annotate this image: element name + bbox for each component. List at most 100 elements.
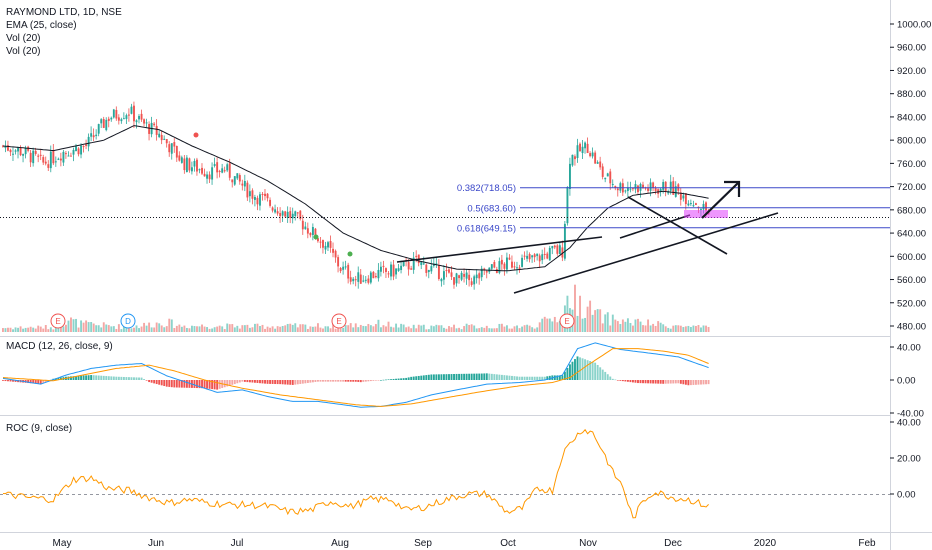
candle-body (130, 106, 133, 114)
candle-body (700, 208, 702, 210)
candle-body (684, 193, 687, 205)
macd-histogram-bar (561, 375, 564, 380)
macd-histogram-bar (102, 375, 105, 380)
macd-pane-title[interactable]: MACD (12, 26, close, 9) (6, 341, 113, 352)
volume-bar (470, 324, 473, 332)
volume-bar (347, 325, 350, 332)
macd-histogram-bar (130, 377, 133, 380)
macd-histogram-bar (2, 380, 4, 381)
macd-histogram-bar (246, 380, 249, 383)
macd-histogram-bar (695, 380, 697, 385)
volume-indicator-label-2[interactable]: Vol (20) (6, 46, 41, 57)
time-tick-label: Aug (331, 538, 349, 549)
candle-body (632, 188, 634, 190)
wedge-lower-line[interactable] (619, 214, 691, 239)
macd-histogram-bar (354, 380, 357, 382)
candle-body (437, 265, 440, 279)
volume-bar (77, 327, 80, 332)
macd-histogram-bar (256, 380, 259, 383)
volume-bar (324, 326, 327, 332)
roc-axis[interactable]: 40.00 20.00 0.00 (890, 418, 921, 501)
volume-bar (362, 325, 365, 332)
trend-drawings[interactable] (396, 180, 779, 294)
candle-body (679, 192, 682, 200)
macd-histogram-bar (465, 373, 468, 380)
volume-bar (233, 327, 236, 332)
macd-histogram-bar (536, 376, 539, 380)
macd-histogram-bar (649, 380, 652, 384)
macd-histogram-bar (163, 380, 166, 387)
macd-axis[interactable]: 40.00 0.00 -40.00 (890, 343, 924, 420)
volume-bar (397, 327, 400, 332)
volume-bar (425, 329, 428, 332)
macd-histogram-bar (251, 380, 254, 383)
price-axis[interactable]: 1000.00 960.00 920.00 880.00 840.00 800.00 760… (890, 20, 931, 333)
time-axis[interactable]: May Jun Jul Aug Sep Oct Nov Dec 2020 Feb (53, 538, 877, 549)
volume-bar (430, 325, 433, 332)
macd-histogram-bar (238, 380, 241, 383)
macd-histogram-bar (380, 380, 382, 381)
breakout-arrow[interactable] (701, 182, 739, 219)
volume-bar (52, 329, 55, 332)
macd-histogram-bar (201, 380, 203, 389)
macd-histogram-bar (105, 376, 108, 380)
macd-histogram-bar (475, 373, 478, 380)
volume-bar (531, 327, 534, 332)
symbol-title[interactable]: RAYMOND LTD, 1D, NSE (6, 7, 122, 18)
volume-bar (523, 325, 526, 332)
volume-bar (420, 325, 423, 332)
candle-body (24, 147, 27, 155)
macd-histogram-bar (39, 380, 42, 385)
ema-indicator-label[interactable]: EMA (25, close) (6, 20, 77, 31)
candle-body (647, 188, 650, 191)
candle-body (254, 197, 256, 200)
volume-bar (440, 325, 443, 332)
candle-body (135, 120, 138, 123)
fibonacci-retracement[interactable]: 0.382(718.05) 0.5(683.60) 0.618(649.15) (457, 183, 890, 234)
macd-histogram-bar (274, 380, 277, 385)
macd-histogram-bar (367, 380, 370, 382)
macd-histogram-bar (402, 378, 405, 380)
volume-bar (148, 322, 151, 332)
candle-body (238, 175, 241, 182)
candle-body (422, 263, 425, 265)
candle-body (228, 163, 231, 178)
macd-histogram-bar (412, 376, 415, 380)
macd-histogram-bar (4, 380, 7, 382)
volume-indicator-label-1[interactable]: Vol (20) (6, 33, 41, 44)
candle-body (682, 195, 685, 199)
lower-trendline[interactable] (513, 212, 779, 294)
price-tick-label: 800.00 (897, 136, 926, 147)
volume-bar (173, 328, 176, 332)
macd-histogram-bar (319, 380, 322, 382)
candle-body (490, 264, 493, 269)
volume-bar (359, 324, 362, 332)
candle-body (453, 277, 455, 285)
candle-body (216, 162, 219, 173)
candle-body (626, 187, 629, 191)
volume-bar (697, 324, 700, 332)
upper-trendline[interactable] (396, 236, 603, 263)
candle-body (546, 253, 549, 259)
candle-body (478, 273, 481, 279)
candle-body (291, 213, 294, 219)
candle-body (173, 142, 176, 147)
volume-bar (702, 325, 705, 332)
volume-bar (357, 327, 360, 332)
volume-bar (248, 327, 251, 332)
volume-bar (616, 321, 619, 332)
macd-histogram-bar (92, 375, 95, 380)
candle-body (689, 203, 692, 205)
roc-pane-title[interactable]: ROC (9, close) (6, 423, 73, 434)
macd-histogram-bar (180, 380, 183, 388)
macd-histogram-bar (329, 380, 332, 382)
candle-body (322, 240, 324, 248)
volume-bar (29, 326, 32, 332)
candle-body (163, 138, 166, 140)
macd-histogram-bar (432, 374, 435, 380)
macd-histogram-bar (90, 375, 93, 380)
volume-bar (400, 323, 403, 332)
wedge-upper-line[interactable] (627, 196, 728, 255)
